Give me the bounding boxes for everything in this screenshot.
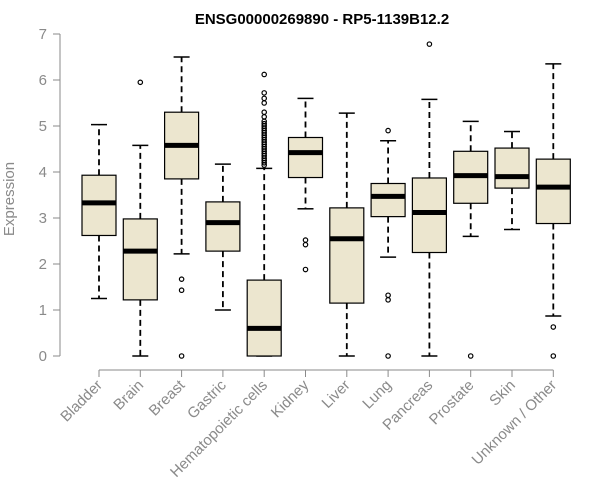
y-tick-label: 7 [39,26,47,43]
x-tick-label: Brain [110,377,147,414]
x-tick-label: Skin [486,377,519,410]
outlier-point [385,127,391,134]
outlier-point [137,79,144,86]
box-iqr [287,136,324,179]
box-pancreas [411,41,447,357]
box-group [81,41,571,359]
outlier-point [302,241,309,248]
outlier-point [261,95,268,102]
box-iqr [494,147,530,189]
outlier-point [261,109,268,116]
outlier-point [385,297,391,303]
box-liver [329,112,365,357]
y-tick-label: 0 [39,348,47,365]
y-axis: 0 1 2 3 4 5 6 7 [39,26,61,365]
outlier-point [261,100,268,106]
box-prostate [453,120,489,359]
box-iqr [246,279,282,357]
box-brain [122,79,158,357]
outlier-point [178,353,185,359]
box-iqr [535,158,571,225]
outlier-point [385,353,391,359]
box-iqr [329,207,365,304]
x-tick-label: Prostate [426,377,478,429]
y-tick-label: 4 [39,164,47,181]
outlier-point [302,237,309,243]
y-tick-label: 5 [39,118,47,135]
outlier-point [426,41,433,47]
outlier-point [550,324,557,330]
y-tick-label: 2 [39,256,47,273]
x-tick-label: Breast [146,376,189,419]
outlier-point [261,120,268,127]
outlier-point [385,292,391,299]
box-breast [164,56,200,359]
box-gastric [205,163,241,311]
x-tick-label: Lung [359,377,395,413]
y-tick-label: 3 [39,210,47,227]
box-iqr [81,174,117,237]
outlier-point [550,353,557,359]
box-iqr [370,182,406,218]
box-skin [494,130,530,231]
box-unknown-other [535,63,571,359]
outlier-point [178,276,185,282]
y-tick-label: 1 [39,302,47,319]
box-iqr [411,177,447,254]
outlier-point [467,353,474,359]
box-lung [370,127,406,359]
x-tick-label: Bladder [57,377,106,426]
outlier-point [261,90,268,96]
outlier-point [178,287,185,294]
box-iqr [205,201,241,252]
x-tick-label: Liver [319,377,354,412]
outlier-point [261,71,268,78]
box-kidney [287,97,324,273]
chart-title: ENSG00000269890 - RP5-1139B12.2 [195,11,449,28]
outlier-point [302,266,309,273]
y-tick-label: 6 [39,72,47,89]
outlier-point [261,114,268,120]
y-axis-label: Expression [1,162,18,236]
box-hematopoietic-cells [246,71,282,357]
box-bladder [81,123,117,300]
box-iqr [122,218,158,301]
x-tick-label: Kidney [268,376,313,421]
